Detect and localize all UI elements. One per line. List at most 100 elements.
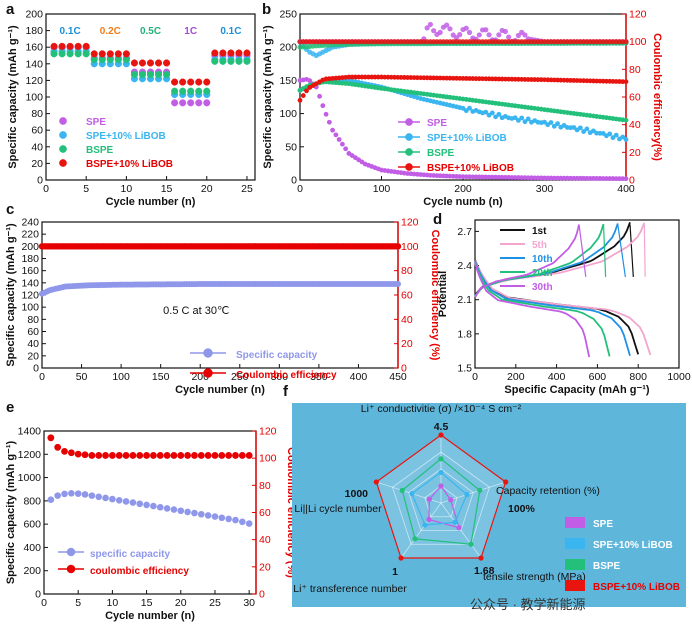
ce-point xyxy=(102,452,109,459)
y2-tick-label-b: 0 xyxy=(629,175,635,187)
x-tick-label-d: 600 xyxy=(589,371,607,383)
x-tick-label-b: 200 xyxy=(454,183,472,195)
radar-vertex xyxy=(478,555,484,561)
y-tick-label-e: 600 xyxy=(23,519,41,531)
capacity-point xyxy=(129,499,137,506)
ce-point xyxy=(143,452,150,459)
y-tick-label-b: 0 xyxy=(291,175,297,187)
x-tick-label-b: 100 xyxy=(373,183,391,195)
capacity-point xyxy=(245,520,253,527)
radar-spoke xyxy=(400,502,442,559)
capacity-point xyxy=(88,492,96,499)
y-axis-label-e: Specific capacity (mAh g⁻¹) xyxy=(5,440,17,584)
rest-line-5th xyxy=(643,224,646,277)
x-tick-label-c: 400 xyxy=(350,371,368,383)
ce-point xyxy=(54,443,62,451)
y-tick-label-c: 200 xyxy=(21,241,39,253)
y-tick-label-c: 20 xyxy=(27,350,39,362)
legend-marker xyxy=(59,117,67,125)
capacity-point xyxy=(95,493,103,501)
y-tick-label-b: 250 xyxy=(279,9,297,21)
ce-point xyxy=(47,434,55,442)
legend-marker xyxy=(59,131,67,139)
rest-line-1st xyxy=(629,224,634,277)
capacity-point xyxy=(519,115,525,121)
radar-vertex xyxy=(373,479,379,485)
y-tick-label-e: 0 xyxy=(35,589,41,601)
capacity-point xyxy=(320,103,326,109)
legend-swatch xyxy=(565,580,585,591)
legend-label: BSPE xyxy=(427,148,455,159)
capacity-point xyxy=(512,115,518,121)
legend-label: BSPE+10% LiBOB xyxy=(86,159,173,170)
capacity-point xyxy=(317,93,322,99)
capacity-point xyxy=(330,127,335,133)
x-tick-label-e: 25 xyxy=(209,597,221,609)
ce-point xyxy=(129,452,137,459)
x-tick-label-c: 150 xyxy=(152,371,170,383)
radar-spoke xyxy=(440,502,482,559)
data-point-bspe xyxy=(195,87,203,95)
x-tick-label-b: 400 xyxy=(617,183,635,195)
data-point-bspe xyxy=(227,57,235,65)
y-tick-label-a: 140 xyxy=(25,58,43,70)
ce-point xyxy=(191,452,198,459)
capacity-point xyxy=(555,121,560,127)
ce-point xyxy=(623,39,629,45)
y-tick-label-d: 2.4 xyxy=(457,260,472,272)
data-point-bspe-10-libob xyxy=(163,59,171,67)
capacity-point xyxy=(54,492,61,499)
y2-tick-label-c: 60 xyxy=(401,290,413,302)
data-point-bspe-10-libob xyxy=(235,49,243,57)
data-point-bspe-10-libob xyxy=(211,49,219,57)
y-tick-label-d: 2.7 xyxy=(457,226,472,238)
x-axis-label-e: Cycle number (n) xyxy=(105,610,195,622)
ce-point xyxy=(115,452,123,459)
annotation: 0.5 C at 30℃ xyxy=(163,305,229,317)
panel-label-d: d xyxy=(433,211,442,228)
data-point-bspe xyxy=(235,57,243,65)
x-axis-label-d: Specific Capacity (mAh g⁻¹) xyxy=(504,384,650,396)
ce-point xyxy=(150,452,157,459)
legend-marker xyxy=(405,133,413,141)
capacity-point xyxy=(136,500,144,508)
capacity-point xyxy=(204,512,212,519)
legend-label: BSPE+10% LiBOB xyxy=(427,163,514,174)
y-axis-label-c: Specific capacity (mAh g⁻¹) xyxy=(5,223,17,367)
radar-vertex xyxy=(426,496,432,502)
legend-marker xyxy=(66,564,76,574)
legend-label: specific capacity xyxy=(90,549,170,560)
capacity-point xyxy=(150,502,157,510)
data-point-bspe xyxy=(179,87,187,95)
radar-vertex xyxy=(399,487,405,493)
legend-swatch xyxy=(565,538,585,549)
capacity-point xyxy=(156,503,164,511)
data-point-bspe-10-libob xyxy=(179,78,187,86)
x-tick-label-c: 100 xyxy=(112,371,130,383)
data-point-bspe xyxy=(138,71,147,79)
x-tick-label-b: 0 xyxy=(297,183,303,195)
radar-vertex xyxy=(398,555,404,561)
y-axis-label-b: Specific capacity (mAh g⁻¹) xyxy=(262,25,274,169)
ce-point xyxy=(95,452,103,459)
y-tick-label-b: 100 xyxy=(279,108,297,120)
panel-label-e: e xyxy=(6,399,14,416)
radar-vertex xyxy=(468,541,474,547)
legend-label: SPE xyxy=(593,519,613,530)
x-tick-label-e: 0 xyxy=(41,597,47,609)
ce-point xyxy=(496,32,502,38)
ce-point xyxy=(197,452,205,459)
ce-point xyxy=(218,452,226,459)
radar-vertex xyxy=(456,525,462,531)
legend-marker xyxy=(59,145,67,153)
capacity-point xyxy=(623,79,629,85)
legend-label: SPE+10% LiBOB xyxy=(86,131,166,142)
radar-vertex xyxy=(438,483,444,489)
ce-point xyxy=(170,452,178,459)
y2-tick-label-c: 0 xyxy=(401,363,407,375)
ce-point xyxy=(483,27,489,33)
radar-vertex xyxy=(448,497,454,503)
legend-label: 20th xyxy=(532,268,553,279)
capacity-point xyxy=(489,110,495,116)
